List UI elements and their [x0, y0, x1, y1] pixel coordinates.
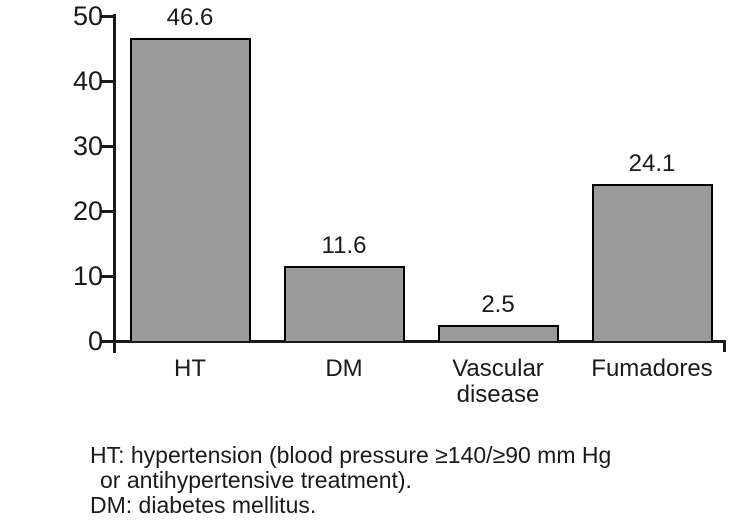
footnote-line-ht: HT: hypertension (blood pressure ≥140/≥9… — [90, 442, 612, 468]
x-category-label-vascular-disease: Vascular disease — [452, 355, 544, 408]
y-axis-line — [113, 14, 116, 353]
y-tick-label-0: 0 — [87, 326, 103, 356]
bar-value-label-vascular-disease: 2.5 — [481, 290, 515, 318]
bar-fumadores — [591, 184, 713, 341]
y-tick-label-50: 50 — [72, 1, 103, 31]
y-tick-50 — [101, 15, 116, 18]
bar-dm — [283, 265, 405, 341]
bar-value-label-ht: 46.6 — [166, 4, 214, 32]
y-tick-0 — [101, 340, 116, 343]
y-tick-40 — [101, 80, 116, 83]
x-axis-line — [113, 340, 726, 343]
y-tick-label-30: 30 — [72, 131, 103, 161]
y-tick-20 — [101, 210, 116, 213]
x-category-label-fumadores: Fumadores — [591, 355, 713, 382]
plot-area: 0 10 20 30 40 50 46.6 11.6 2.5 24.1 HT DM Vascular… — [72, 1, 726, 408]
bar-value-label-dm: 11.6 — [321, 231, 367, 259]
x-axis-end-tick — [723, 340, 726, 352]
y-tick-label-10: 10 — [72, 261, 103, 291]
bar-ht — [129, 38, 251, 341]
bar-vascular-disease — [437, 324, 559, 341]
y-tick-30 — [101, 145, 116, 148]
x-category-label-ht: HT — [174, 355, 206, 382]
bar-value-label-fumadores: 24.1 — [628, 150, 676, 178]
y-tick-label-40: 40 — [72, 66, 103, 96]
footnote: HT: hypertension (blood pressure ≥140/≥9… — [90, 443, 710, 518]
footnote-line-dm: DM: diabetes mellitus. — [90, 492, 317, 518]
x-category-label-dm: DM — [325, 355, 363, 382]
y-tick-10 — [101, 275, 116, 278]
y-tick-label-20: 20 — [72, 196, 103, 226]
footnote-line-ht-continued: or antihypertensive treatment). — [100, 467, 412, 493]
